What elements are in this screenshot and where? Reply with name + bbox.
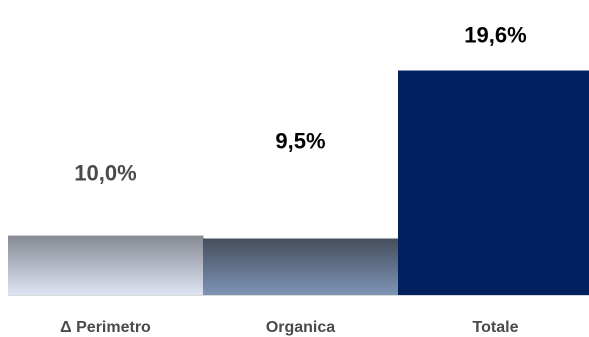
bar-1: [8, 235, 204, 295]
data-label-3: 19,6%: [464, 23, 526, 48]
data-labels: 10,0% 9,5% 19,6%: [74, 23, 526, 186]
x-tick-label-3: Totale: [473, 319, 519, 336]
data-label-1: 10,0%: [74, 161, 136, 186]
bar-3: [398, 70, 589, 295]
data-label-2: 9,5%: [275, 129, 325, 154]
bars: [8, 70, 589, 295]
x-tick-label-2: Organica: [266, 319, 335, 336]
bar-2: [203, 238, 399, 295]
x-tick-label-1: Δ Perimetro: [60, 319, 151, 336]
x-tick-labels: Δ Perimetro Organica Totale: [60, 319, 518, 336]
